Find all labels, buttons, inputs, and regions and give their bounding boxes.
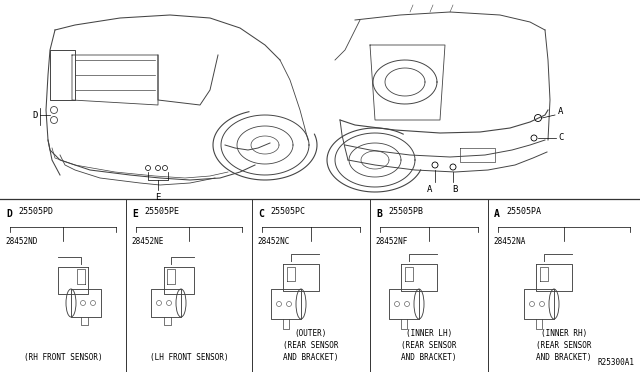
- Text: R25300A1: R25300A1: [598, 358, 635, 367]
- Text: C: C: [258, 209, 264, 219]
- Text: 25505PA: 25505PA: [506, 207, 541, 216]
- Text: A: A: [558, 108, 563, 116]
- Text: (INNER LH)
(REAR SENSOR
AND BRACKET): (INNER LH) (REAR SENSOR AND BRACKET): [401, 329, 457, 362]
- Text: 28452NE: 28452NE: [131, 237, 163, 246]
- Text: 25505PC: 25505PC: [270, 207, 305, 216]
- Text: A: A: [428, 185, 433, 194]
- Text: D: D: [32, 110, 38, 119]
- Text: 25505PB: 25505PB: [388, 207, 423, 216]
- Text: E: E: [132, 209, 138, 219]
- Text: E: E: [156, 193, 161, 202]
- Text: 28452NF: 28452NF: [375, 237, 408, 246]
- Text: (OUTER)
(REAR SENSOR
AND BRACKET): (OUTER) (REAR SENSOR AND BRACKET): [284, 329, 339, 362]
- Text: 28452NA: 28452NA: [493, 237, 525, 246]
- Text: 25505PD: 25505PD: [18, 207, 53, 216]
- Text: (RH FRONT SENSOR): (RH FRONT SENSOR): [24, 353, 102, 362]
- Text: B: B: [452, 185, 458, 194]
- Text: A: A: [494, 209, 500, 219]
- Text: C: C: [558, 134, 563, 142]
- Text: (LH FRONT SENSOR): (LH FRONT SENSOR): [150, 353, 228, 362]
- Text: 28452NC: 28452NC: [257, 237, 289, 246]
- Text: 25505PE: 25505PE: [144, 207, 179, 216]
- Text: 28452ND: 28452ND: [5, 237, 37, 246]
- Text: B: B: [376, 209, 382, 219]
- Text: D: D: [6, 209, 12, 219]
- Text: (INNER RH)
(REAR SENSOR
AND BRACKET): (INNER RH) (REAR SENSOR AND BRACKET): [536, 329, 592, 362]
